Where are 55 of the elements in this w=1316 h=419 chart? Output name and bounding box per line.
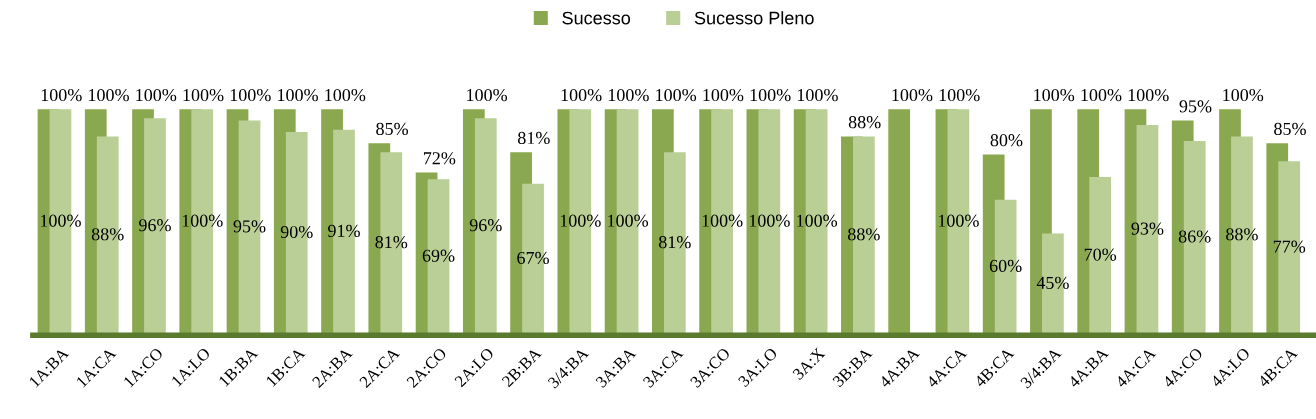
data-label: 100% [40,214,81,227]
data-label: 45% [1036,276,1069,289]
data-label: 100% [1081,88,1122,102]
data-label: 81% [517,131,550,145]
data-label: 86% [1178,230,1211,243]
data-label: 100% [797,214,838,227]
legend-label: Sucesso [562,11,631,25]
data-label: 100% [41,88,82,102]
data-label: 88% [848,228,880,241]
data-label: 77% [1273,240,1306,253]
data-label: 93% [1131,222,1164,235]
data-label: 100% [561,88,602,102]
data-label: 100% [608,88,649,102]
data-label: 70% [1084,248,1117,261]
data-label: 85% [1274,122,1306,136]
data-label: 67% [517,251,549,265]
data-label: 100% [136,88,177,102]
data-label: 100% [89,88,129,102]
data-label: 80% [990,134,1023,147]
data-label: 95% [1179,100,1212,113]
data-label: 100% [703,88,744,102]
data-label: 100% [1223,88,1264,102]
data-label: 72% [423,152,456,165]
data-label: 100% [278,88,318,102]
data-label: 95% [233,220,266,233]
data-label: 69% [422,249,455,262]
data-label: 100% [1128,88,1169,102]
data-label: 88% [91,228,124,241]
data-label: 96% [139,219,171,232]
data-label: 100% [467,88,508,102]
data-label: 100% [182,214,223,227]
data-label: 96% [469,219,502,232]
data-label: 100% [560,214,601,227]
data-label: 100% [702,214,743,227]
data-label: 100% [939,88,980,102]
data-label: 60% [989,259,1022,273]
data-label: 100% [325,88,366,102]
data-label: 100% [749,214,790,227]
data-label: 100% [1034,88,1075,102]
data-label: 90% [280,225,313,239]
legend-label: Sucesso Pleno [694,11,814,25]
data-label: 100% [656,88,697,102]
data-label: 100% [183,88,224,102]
data-label: 88% [1226,228,1258,241]
data-label: 81% [658,236,691,249]
data-label: 100% [892,88,933,102]
data-label: 88% [848,116,881,129]
data-label: 85% [376,122,409,136]
data-label: 100% [750,88,791,102]
data-label: 91% [328,224,360,237]
data-label: 81% [375,236,408,249]
data-label: 100% [230,88,271,102]
data-label: 100% [608,214,649,227]
data-label: 100% [797,88,838,102]
data-label: 100% [938,214,979,227]
